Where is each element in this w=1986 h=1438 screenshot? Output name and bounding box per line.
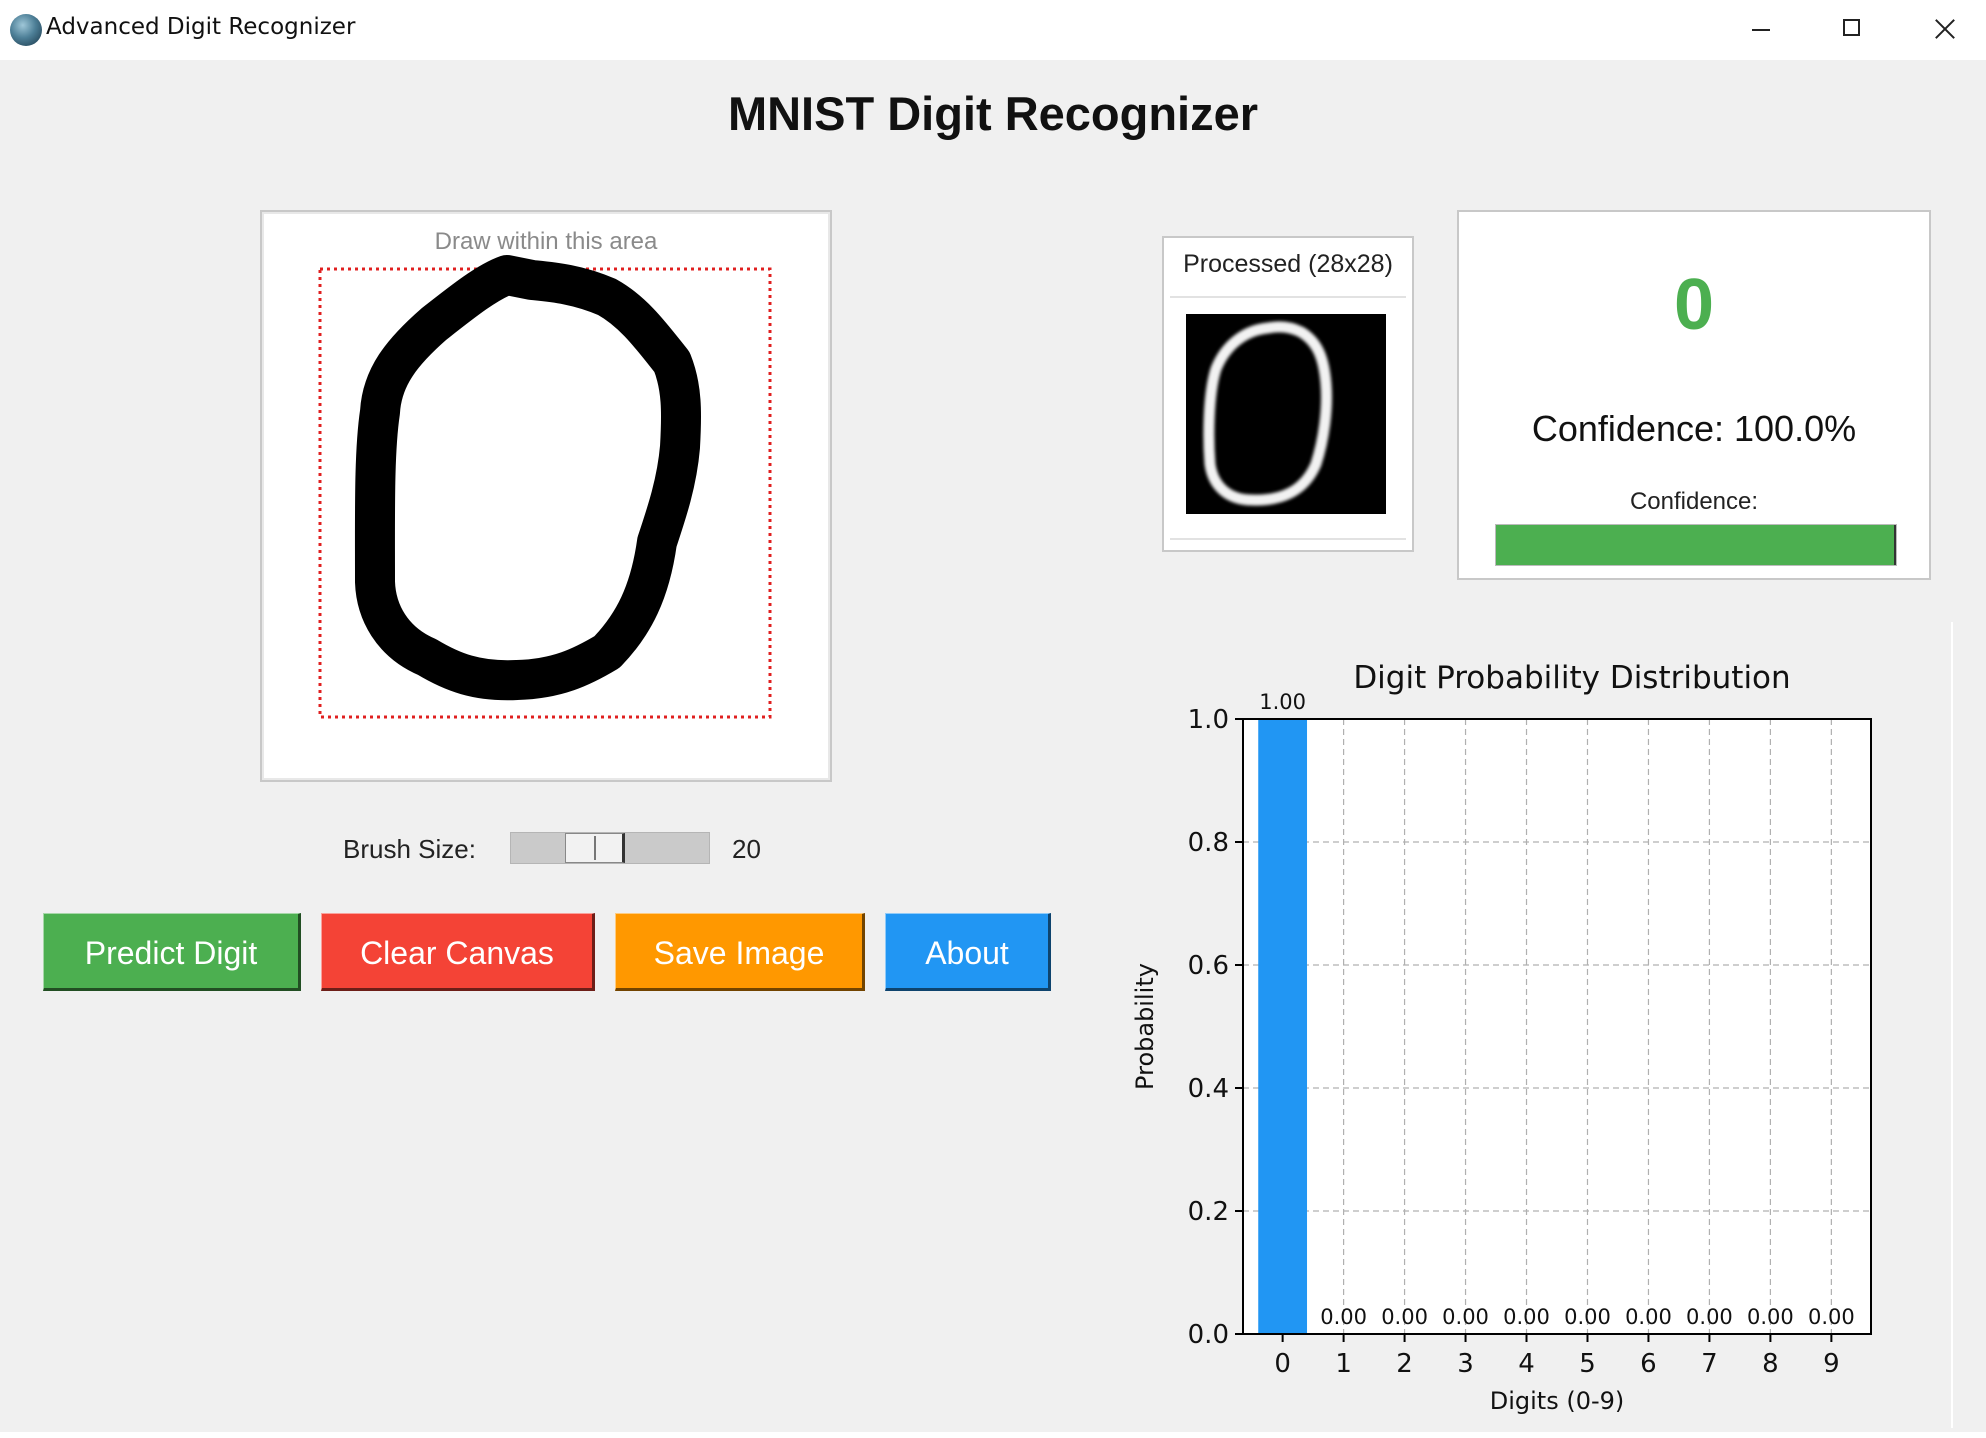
probability-chart-svg: 1.000.00 0.00 0.00 0.00 0.00 0.00 0.00 0.00 0.00…: [1131, 660, 1872, 1415]
page-title: MNIST Digit Recognizer: [727, 87, 1259, 140]
app-globe-icon: [10, 14, 42, 46]
y-tick-label: 0.4: [1188, 1074, 1229, 1104]
minimize-icon[interactable]: [1714, 0, 1806, 60]
panel-edge: [1951, 622, 1953, 1428]
bar-value-label: 0.00: [1320, 1305, 1367, 1329]
x-tick-label: 5: [1579, 1349, 1596, 1379]
x-axis-label: Digits (0-9): [1490, 1387, 1625, 1415]
bar-value-label: 0.00: [1747, 1305, 1794, 1329]
chart-title: Digit Probability Distribution: [1353, 660, 1790, 696]
plot-area: [1243, 719, 1871, 1334]
divider: [1170, 538, 1406, 540]
x-tick-label: 7: [1701, 1349, 1718, 1379]
bar-value-label: 0.00: [1503, 1305, 1550, 1329]
confidence-text: Confidence: 100.0%: [1531, 408, 1857, 449]
x-tick-label: 4: [1518, 1349, 1535, 1379]
brush-size-value: 20: [732, 834, 761, 864]
plot-frame: [1242, 718, 1872, 1335]
brush-size-slider[interactable]: [510, 832, 710, 864]
processed-label: Processed (28x28): [1183, 250, 1393, 278]
window-bottom-edge: [0, 1432, 1986, 1438]
processed-digit-image: [1186, 314, 1386, 514]
canvas-hint: Draw within this area: [434, 228, 658, 255]
y-tick-label: 0.6: [1188, 951, 1229, 981]
x-tick-label: 2: [1396, 1349, 1413, 1379]
maximize-icon[interactable]: [1806, 0, 1898, 60]
y-tick-label: 0.2: [1188, 1197, 1229, 1227]
drawing-surface[interactable]: [262, 212, 830, 780]
confidence-progress-bar: [1495, 524, 1897, 566]
x-tick-label: 0: [1274, 1349, 1291, 1379]
predict-digit-button[interactable]: Predict Digit: [43, 913, 301, 991]
brush-size-slider-thumb[interactable]: [565, 833, 625, 863]
confidence-bar-label: Confidence:: [1629, 488, 1759, 515]
bar-value-label: 0.00: [1564, 1305, 1611, 1329]
predicted-digit: 0: [1673, 265, 1715, 345]
clear-canvas-button[interactable]: Clear Canvas: [321, 913, 595, 991]
confidence-progress-fill: [1496, 525, 1896, 565]
x-tick-label: 3: [1457, 1349, 1474, 1379]
drawing-canvas[interactable]: Draw within this area: [260, 210, 832, 782]
x-tick-label: 8: [1762, 1349, 1779, 1379]
divider: [1170, 296, 1406, 298]
probability-chart: 1.00 0.00 0.00 0.00 0.00 0.00 0.00 0.00 0.00 0.00…: [1130, 622, 1952, 1430]
prediction-result-panel: 0 Confidence: 100.0% Confidence:: [1457, 210, 1931, 580]
x-tick-label: 6: [1640, 1349, 1657, 1379]
close-icon[interactable]: [1898, 0, 1986, 60]
x-tick-label: 1: [1335, 1349, 1352, 1379]
processed-preview-panel: Processed (28x28): [1162, 236, 1414, 552]
bar-value-label: 0.00: [1442, 1305, 1489, 1329]
y-tick-label: 1.0: [1188, 705, 1229, 735]
brush-size-label: Brush Size:: [343, 834, 476, 864]
save-image-button[interactable]: Save Image: [615, 913, 865, 991]
about-button[interactable]: About: [885, 913, 1051, 991]
bar-value-label: 0.00: [1381, 1305, 1428, 1329]
title-bar: Advanced Digit Recognizer: [0, 0, 1986, 60]
x-tick-label: 9: [1823, 1349, 1840, 1379]
y-axis-label: Probability: [1131, 963, 1159, 1090]
bar-value-label: 0.00: [1808, 1305, 1855, 1329]
bar-value-label: 0.00: [1625, 1305, 1672, 1329]
bar-value-label: 1.00: [1259, 690, 1306, 714]
window-title: Advanced Digit Recognizer: [46, 14, 356, 40]
bar-digit-0: [1258, 719, 1308, 1334]
drawn-stroke: [354, 255, 702, 701]
bar-value-label: 0.00: [1686, 1305, 1733, 1329]
y-tick-label: 0.8: [1188, 828, 1229, 858]
y-tick-label: 0.0: [1188, 1320, 1229, 1350]
